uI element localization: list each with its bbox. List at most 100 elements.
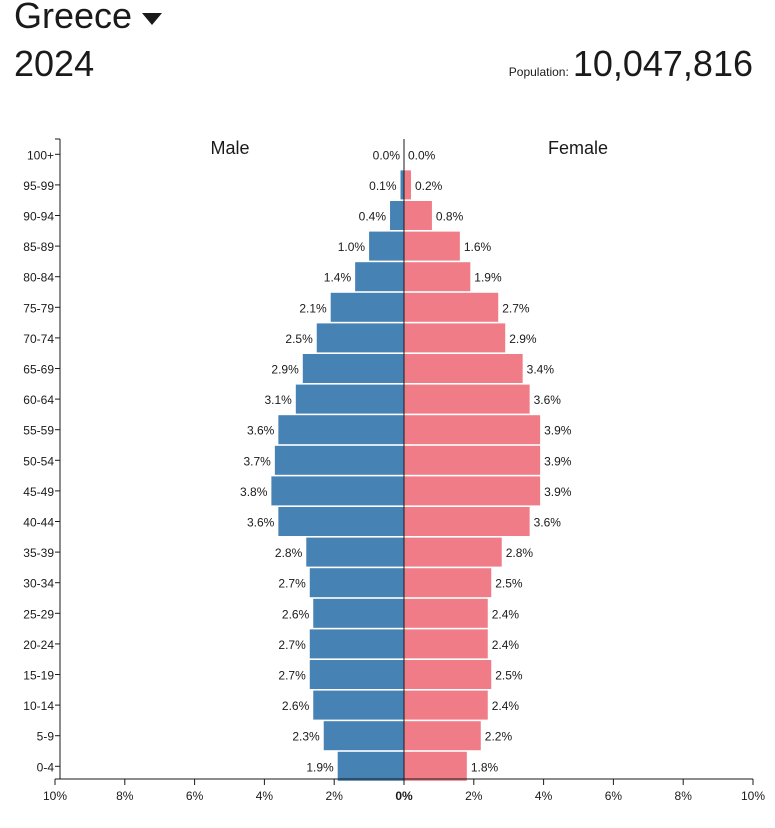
population-value: 10,047,816 [572, 43, 753, 84]
male-bar [330, 292, 404, 322]
male-value-label: 2.9% [271, 363, 299, 377]
male-bar [313, 598, 404, 628]
x-tick-label: 4% [535, 789, 553, 803]
age-group-label: 20-24 [23, 638, 54, 652]
year-label: 2024 [14, 43, 95, 84]
age-group-label: 40-44 [23, 516, 54, 530]
female-value-label: 2.4% [492, 607, 520, 621]
x-tick-label: 10% [43, 789, 67, 803]
male-value-label: 2.8% [275, 546, 303, 560]
age-group-label: 75-79 [23, 301, 54, 315]
male-bar [355, 262, 404, 292]
female-value-label: 2.4% [492, 638, 520, 652]
male-value-label: 0.0% [373, 148, 401, 162]
age-group-label: 45-49 [23, 485, 54, 499]
female-bar [404, 292, 499, 322]
female-bar [404, 384, 530, 414]
age-group-label: 0-4 [37, 760, 55, 774]
age-group-label: 70-74 [23, 332, 54, 346]
age-group-label: 60-64 [23, 393, 54, 407]
female-bar [404, 231, 460, 261]
female-bar [404, 170, 411, 200]
female-bar [404, 415, 541, 445]
female-bar [404, 201, 432, 230]
male-bar [316, 323, 404, 353]
age-group-label: 30-34 [23, 577, 54, 591]
x-tick-label: 6% [605, 789, 623, 803]
female-value-label: 1.9% [474, 271, 502, 285]
male-bar [278, 507, 404, 536]
female-value-label: 2.5% [495, 577, 523, 591]
male-bar [309, 568, 404, 598]
female-value-label: 2.4% [492, 699, 520, 713]
male-bar [302, 354, 404, 383]
female-bar [404, 445, 541, 475]
male-value-label: 3.8% [240, 485, 268, 499]
male-value-label: 2.1% [299, 301, 327, 315]
female-value-label: 2.2% [485, 730, 513, 744]
female-bar [404, 507, 530, 536]
female-value-label: 0.0% [408, 148, 436, 162]
female-value-label: 2.5% [495, 669, 523, 683]
male-value-label: 0.1% [369, 179, 397, 193]
female-value-label: 3.6% [534, 516, 562, 530]
female-value-label: 3.9% [544, 424, 572, 438]
age-group-label: 55-59 [23, 424, 54, 438]
male-value-label: 2.6% [282, 699, 310, 713]
country-selector[interactable]: Greece [14, 0, 163, 38]
female-value-label: 1.6% [464, 240, 492, 254]
male-bar [369, 231, 404, 261]
male-bar [323, 721, 404, 751]
x-tick-label: 0% [395, 789, 413, 803]
female-bar [404, 568, 492, 598]
male-value-label: 3.6% [247, 516, 275, 530]
male-value-label: 3.1% [264, 393, 292, 407]
x-tick-label: 10% [741, 789, 765, 803]
x-tick-label: 8% [116, 789, 134, 803]
age-group-label: 65-69 [23, 363, 54, 377]
female-value-label: 2.8% [506, 546, 534, 560]
dropdown-caret-icon[interactable] [142, 13, 163, 25]
female-value-label: 3.6% [534, 393, 562, 407]
female-value-label: 3.4% [527, 363, 555, 377]
female-bar [404, 721, 481, 751]
male-bar [271, 476, 404, 506]
male-bar [390, 201, 404, 230]
male-bar [306, 537, 404, 567]
age-group-label: 15-19 [23, 669, 54, 683]
population-readout: Population: 10,047,816 [509, 42, 753, 86]
male-value-label: 3.6% [247, 424, 275, 438]
male-bar [309, 660, 404, 689]
male-bar [278, 415, 404, 445]
male-value-label: 2.3% [292, 730, 320, 744]
female-value-label: 2.9% [509, 332, 537, 346]
age-group-label: 95-99 [23, 179, 54, 193]
female-value-label: 3.9% [544, 485, 572, 499]
male-bar [400, 170, 404, 200]
x-tick-label: 6% [186, 789, 204, 803]
male-value-label: 1.9% [306, 760, 334, 774]
female-value-label: 3.9% [544, 454, 572, 468]
age-group-label: 85-89 [23, 240, 54, 254]
male-bar [337, 751, 404, 781]
male-value-label: 2.7% [278, 669, 306, 683]
age-group-label: 100+ [27, 148, 54, 162]
female-value-label: 1.8% [471, 760, 499, 774]
female-value-label: 0.8% [436, 210, 464, 224]
age-group-label: 80-84 [23, 271, 54, 285]
male-value-label: 1.4% [324, 271, 352, 285]
female-bar [404, 354, 523, 383]
male-value-label: 2.7% [278, 577, 306, 591]
age-group-label: 35-39 [23, 546, 54, 560]
age-group-label: 10-14 [23, 699, 54, 713]
male-bar [313, 690, 404, 720]
female-bar [404, 690, 488, 720]
female-bar [404, 476, 541, 506]
male-value-label: 1.0% [338, 240, 366, 254]
male-value-label: 2.7% [278, 638, 306, 652]
male-value-label: 3.7% [244, 454, 272, 468]
population-label: Population: [508, 65, 569, 79]
x-tick-label: 8% [675, 789, 693, 803]
female-bar [404, 660, 492, 689]
